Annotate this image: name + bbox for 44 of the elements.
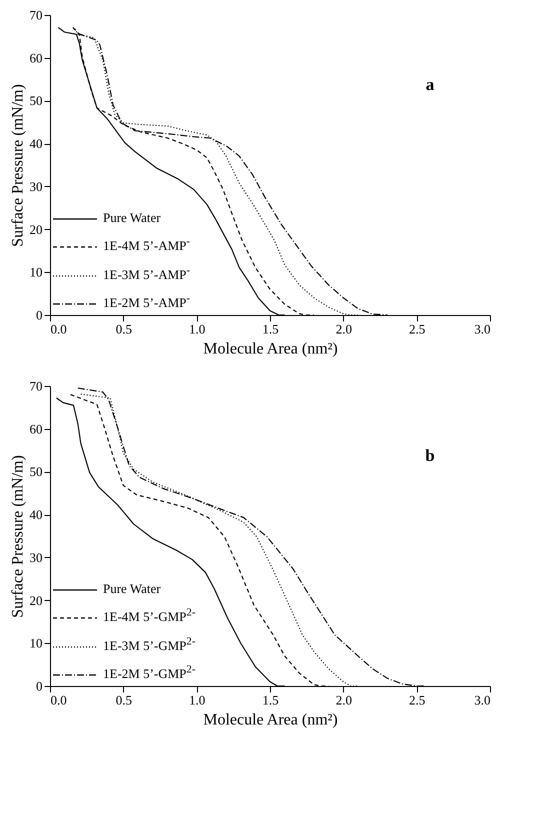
y-tick-label: 70 [30, 8, 42, 22]
legend-label: 1E-4M 5’-AMP$^{-}$ [103, 236, 190, 254]
legend-label: Pure Water [103, 581, 161, 596]
y-axis-title: Surface Pressure (mN/m) [10, 84, 26, 247]
x-tick-label: 2.0 [336, 322, 352, 336]
y-tick-label: 60 [30, 50, 42, 66]
annotation: b [425, 446, 435, 465]
x-tick-label: 1.0 [189, 692, 206, 708]
annotation: a [426, 75, 435, 94]
y-tick-label: 60 [30, 421, 42, 436]
y-tick-label: 30 [30, 550, 42, 565]
y-tick-label: 70 [30, 378, 42, 394]
legend-label: 1E-4M 5’-GMP$^{2-}$ [103, 607, 196, 624]
x-tick-label: 2.5 [409, 322, 426, 336]
x-tick-label: 3.0 [474, 322, 490, 336]
y-tick-label: 10 [30, 636, 42, 651]
legend-label: 1E-2M 5’-GMP$^{2-}$ [103, 664, 196, 681]
x-tick-label: 3.0 [474, 692, 490, 708]
x-tick-label: 1.5 [262, 322, 279, 336]
y-tick-label: 50 [30, 93, 42, 108]
y-tick-label: 40 [30, 136, 42, 152]
x-axis-title: Molecule Area (nm²) [203, 712, 338, 728]
x-tick-label: 1.0 [189, 322, 206, 336]
x-tick-label: 0.5 [116, 692, 132, 708]
y-tick-label: 50 [30, 464, 42, 480]
y-axis-title: Surface Pressure (mN/m) [10, 455, 26, 618]
y-tick-label: 0 [36, 308, 42, 322]
x-tick-label: 2.5 [409, 692, 426, 708]
y-tick-label: 40 [30, 507, 42, 522]
x-axis-title: Molecule Area (nm²) [203, 340, 338, 358]
legend-label: 1E-2M 5’-AMP$^{-}$ [103, 292, 190, 310]
x-tick-label: 2.0 [336, 692, 352, 708]
legend-label: 1E-3M 5’-GMP$^{2-}$ [103, 635, 196, 653]
legend-label: Pure Water [103, 210, 161, 225]
y-tick-label: 10 [30, 264, 42, 280]
y-tick-label: 20 [30, 592, 42, 608]
x-tick-label: 1.5 [262, 692, 279, 708]
legend-label: 1E-3M 5’-AMP$^{-}$ [103, 264, 190, 282]
x-tick-label: 0.0 [50, 322, 67, 336]
y-tick-label: 0 [36, 678, 42, 694]
y-tick-label: 20 [30, 222, 42, 237]
x-tick-label: 0.0 [50, 692, 67, 708]
x-tick-label: 0.5 [116, 322, 132, 336]
y-tick-label: 30 [30, 178, 42, 194]
